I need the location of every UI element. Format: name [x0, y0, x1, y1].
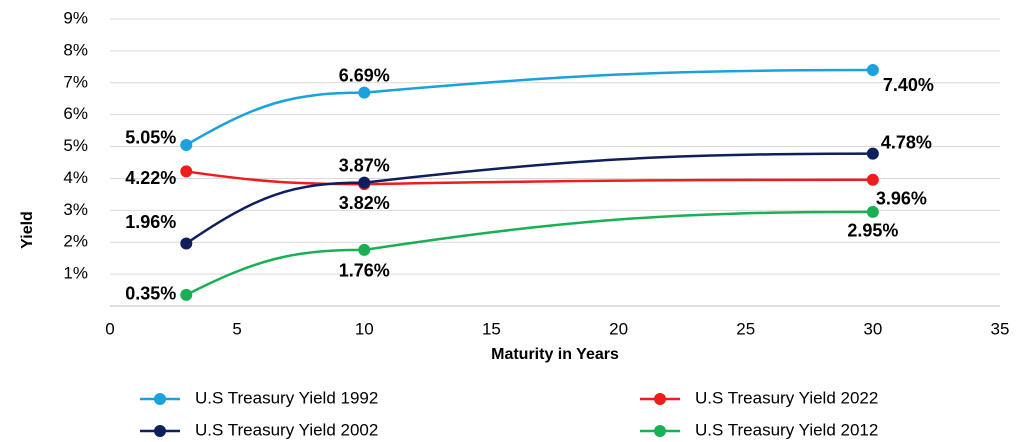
point [866, 147, 879, 160]
series-line [186, 170, 873, 186]
point [180, 165, 193, 178]
x-tick-label: 0 [105, 319, 114, 338]
data-label: 3.87% [339, 155, 390, 175]
point [358, 243, 371, 256]
y-tick-label: 7% [63, 72, 88, 91]
legend-label: U.S Treasury Yield 2012 [695, 420, 878, 439]
x-tick-label: 15 [482, 319, 501, 338]
legend-label: U.S Treasury Yield 2002 [195, 420, 378, 439]
data-label: 7.40% [883, 75, 934, 95]
point [866, 173, 879, 186]
x-tick-label: 5 [232, 319, 241, 338]
data-label: 4.78% [881, 132, 932, 152]
legend-label: U.S Treasury Yield 1992 [195, 388, 378, 407]
point [866, 205, 879, 218]
data-label: 1.96% [125, 212, 176, 232]
legend-marker [654, 393, 666, 405]
legend-marker [654, 425, 666, 437]
data-label: 2.95% [847, 221, 898, 241]
point [180, 138, 193, 151]
point [358, 86, 371, 99]
y-tick-label: 4% [63, 168, 88, 187]
y-tick-label: 8% [63, 40, 88, 59]
y-tick-label: 1% [63, 264, 88, 283]
series-line [185, 68, 873, 147]
data-label: 3.96% [876, 188, 927, 208]
data-label: 5.05% [125, 128, 176, 148]
y-tick-label: 6% [63, 104, 88, 123]
legend-marker [154, 393, 166, 405]
data-label: 0.35% [125, 284, 176, 304]
y-tick-label: 5% [63, 136, 88, 155]
x-tick-label: 25 [736, 319, 755, 338]
y-axis-label: Yield [19, 211, 36, 249]
y-tick-label: 3% [63, 200, 88, 219]
y-tick-label: 9% [63, 8, 88, 27]
x-tick-label: 35 [991, 319, 1010, 338]
point [358, 176, 371, 189]
data-label: 1.76% [339, 261, 390, 281]
legend-marker [154, 425, 166, 437]
series-line [185, 152, 873, 245]
legend-label: U.S Treasury Yield 2022 [695, 388, 878, 407]
data-label: 4.22% [125, 168, 176, 188]
x-tick-label: 30 [863, 319, 882, 338]
point [866, 64, 879, 77]
y-tick-label: 2% [63, 232, 88, 251]
data-label: 6.69% [339, 65, 390, 85]
point [180, 237, 193, 250]
data-label: 3.82% [339, 193, 390, 213]
x-axis-label: Maturity in Years [491, 346, 619, 363]
x-tick-label: 20 [609, 319, 628, 338]
point [180, 288, 193, 301]
series-line [185, 210, 873, 296]
x-tick-label: 10 [355, 319, 374, 338]
